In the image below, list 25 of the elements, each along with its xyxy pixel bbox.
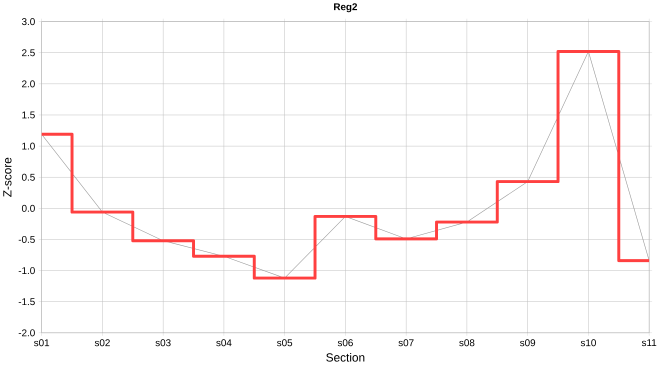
y-tick-label: 1.0 <box>22 142 35 150</box>
x-tick-label: s04 <box>216 339 232 346</box>
x-tick-label: s02 <box>94 339 110 346</box>
y-tick-label: 2.5 <box>22 49 35 56</box>
x-tick-label: s11 <box>642 339 656 346</box>
x-tick-label: s05 <box>277 339 292 346</box>
y-tick-label: -2.0 <box>18 329 35 336</box>
y-tick-label: 0.5 <box>22 174 35 181</box>
y-tick-label: 0.0 <box>22 204 35 212</box>
y-tick-label: -0.5 <box>18 236 35 243</box>
x-tick-label: s06 <box>338 339 353 346</box>
y-tick-label: -1.0 <box>18 267 35 274</box>
x-tick-label: s07 <box>398 339 414 346</box>
x-tick-label: s01 <box>34 339 50 346</box>
chart-title: Reg2 <box>334 3 358 12</box>
y-axis-title: Z-score <box>3 158 12 197</box>
y-tick-label: 3.0 <box>22 18 35 26</box>
x-tick-label: s08 <box>459 339 474 346</box>
x-tick-label: s10 <box>580 339 596 346</box>
y-tick-label: 1.5 <box>22 112 35 118</box>
x-tick-label: s03 <box>156 339 171 346</box>
y-tick-label: -1.5 <box>18 298 35 306</box>
x-axis-title: Section <box>326 353 364 362</box>
y-tick-label: 2.0 <box>22 80 35 88</box>
x-tick-label: s09 <box>520 339 536 346</box>
